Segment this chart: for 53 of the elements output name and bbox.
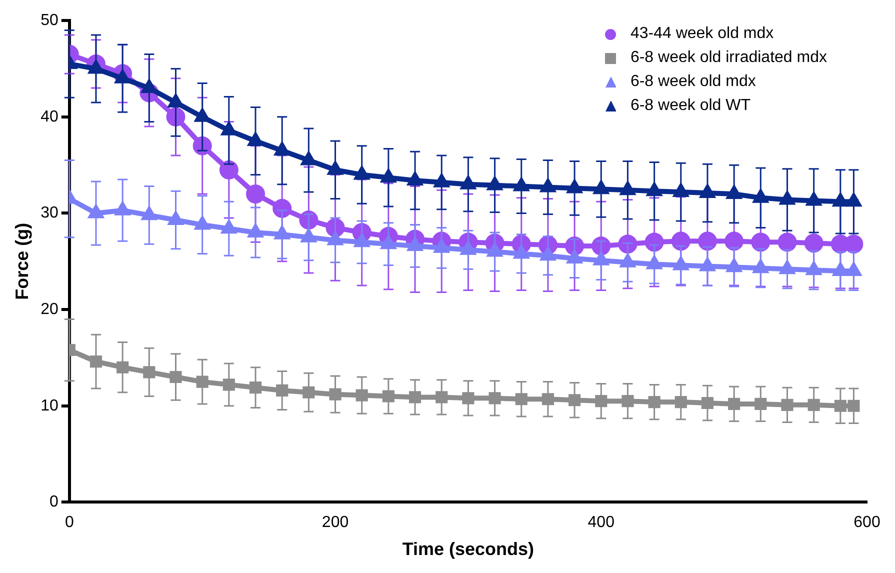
point	[781, 398, 794, 411]
point	[462, 392, 474, 404]
y-axis-title: Force (g)	[12, 222, 32, 300]
point	[222, 378, 235, 391]
point	[622, 395, 634, 408]
point	[302, 386, 315, 398]
point	[170, 370, 182, 384]
y-tick-label: 0	[49, 494, 58, 511]
point	[219, 160, 238, 180]
point	[356, 389, 368, 402]
point	[249, 382, 262, 394]
point	[382, 390, 394, 402]
point	[408, 391, 422, 404]
point	[568, 394, 581, 406]
point	[724, 232, 744, 251]
point	[90, 356, 102, 368]
legend-label: 6-8 week old mdx	[630, 73, 756, 91]
point	[808, 398, 820, 411]
point	[436, 391, 448, 404]
point	[488, 392, 501, 404]
point	[276, 384, 288, 397]
point	[804, 234, 824, 253]
point	[754, 398, 767, 410]
legend-label: 43-44 week old mdx	[630, 25, 774, 43]
y-tick-label: 20	[40, 300, 58, 318]
point	[674, 396, 687, 408]
point	[778, 232, 797, 252]
point	[196, 376, 208, 388]
point	[701, 396, 714, 410]
point	[143, 366, 156, 378]
y-tick-label: 30	[40, 204, 58, 222]
point	[515, 393, 528, 406]
x-tick-label: 200	[322, 514, 349, 532]
point	[329, 388, 342, 400]
point	[648, 396, 660, 408]
x-axis-title: Time (seconds)	[402, 539, 534, 560]
point	[834, 400, 846, 412]
y-tick-label: 50	[40, 12, 58, 30]
point	[698, 232, 717, 251]
point	[542, 393, 554, 406]
point	[246, 184, 266, 204]
x-tick-label: 0	[64, 514, 74, 532]
legend-label: 6-8 week old irradiated mdx	[630, 49, 827, 67]
point	[728, 398, 740, 410]
point	[595, 395, 608, 408]
y-tick-label: 40	[40, 108, 58, 126]
point	[848, 400, 860, 412]
x-tick-label: 600	[854, 514, 880, 532]
x-tick-label: 400	[588, 514, 615, 532]
point	[751, 232, 770, 252]
legend-label: 6-8 week old WT	[630, 97, 750, 115]
y-tick-label: 10	[40, 397, 58, 414]
point	[116, 361, 129, 374]
